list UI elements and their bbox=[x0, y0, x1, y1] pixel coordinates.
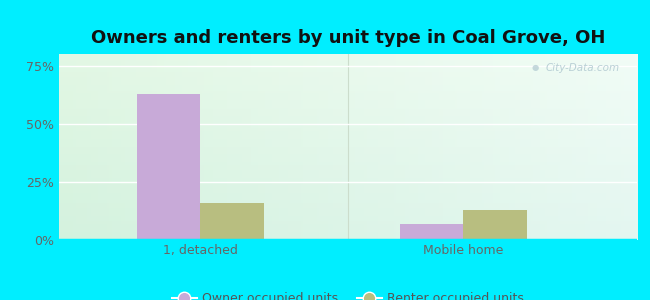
Bar bbox=[463, 210, 526, 240]
Bar bbox=[400, 224, 463, 240]
Bar bbox=[137, 94, 200, 240]
Text: ●: ● bbox=[532, 63, 539, 72]
Bar bbox=[200, 203, 264, 240]
Title: Owners and renters by unit type in Coal Grove, OH: Owners and renters by unit type in Coal … bbox=[90, 29, 605, 47]
Legend: Owner occupied units, Renter occupied units: Owner occupied units, Renter occupied un… bbox=[167, 287, 528, 300]
Text: City-Data.com: City-Data.com bbox=[545, 63, 619, 73]
